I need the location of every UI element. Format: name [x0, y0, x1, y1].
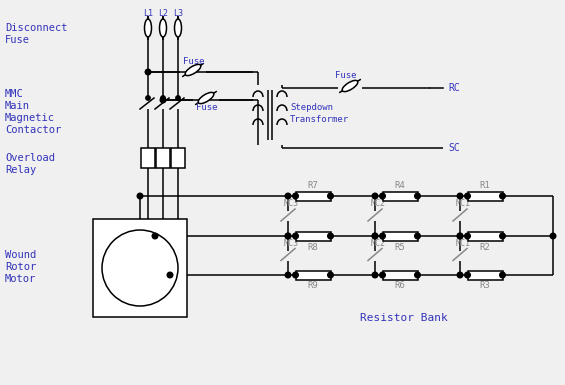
Circle shape: [415, 193, 420, 199]
Text: R5: R5: [394, 243, 405, 251]
Bar: [383, 191, 418, 201]
Ellipse shape: [175, 19, 181, 37]
Text: R3: R3: [480, 281, 490, 291]
Text: Main: Main: [5, 101, 30, 111]
Circle shape: [372, 233, 378, 239]
Text: Magnetic: Magnetic: [5, 113, 55, 123]
Bar: [467, 231, 502, 241]
Circle shape: [160, 97, 166, 103]
Text: MC2: MC2: [371, 239, 386, 248]
Text: Relay: Relay: [5, 165, 36, 175]
Text: R9: R9: [307, 281, 318, 291]
Text: Fuse: Fuse: [335, 72, 357, 80]
Circle shape: [457, 193, 463, 199]
Circle shape: [293, 193, 298, 199]
Bar: [467, 191, 502, 201]
Circle shape: [285, 233, 291, 239]
Circle shape: [415, 272, 420, 278]
Circle shape: [285, 233, 291, 239]
Circle shape: [102, 230, 178, 306]
Text: MC2: MC2: [371, 199, 386, 209]
Circle shape: [464, 272, 470, 278]
Circle shape: [457, 272, 463, 278]
Bar: [171, 148, 185, 168]
Text: Overload: Overload: [5, 153, 55, 163]
Text: Rotor: Rotor: [5, 262, 36, 272]
Bar: [383, 271, 418, 280]
Circle shape: [146, 96, 150, 100]
Text: MMC: MMC: [5, 89, 24, 99]
Text: Fuse: Fuse: [183, 57, 205, 65]
Circle shape: [464, 233, 470, 239]
Bar: [295, 231, 331, 241]
Text: Resistor Bank: Resistor Bank: [360, 313, 447, 323]
Bar: [141, 148, 155, 168]
Circle shape: [499, 233, 505, 239]
Text: Disconnect: Disconnect: [5, 23, 67, 33]
Text: MC3: MC3: [284, 239, 299, 248]
Text: 3~: 3~: [133, 271, 147, 283]
Text: Wound: Wound: [5, 250, 36, 260]
Ellipse shape: [159, 19, 167, 37]
Bar: [295, 191, 331, 201]
Text: M: M: [136, 254, 145, 270]
Text: RC: RC: [448, 83, 460, 93]
Circle shape: [293, 233, 298, 239]
Circle shape: [457, 233, 463, 239]
Text: Transformer: Transformer: [290, 114, 349, 124]
Circle shape: [464, 193, 470, 199]
Ellipse shape: [145, 19, 151, 37]
Circle shape: [145, 69, 151, 75]
Text: R6: R6: [394, 281, 405, 291]
Ellipse shape: [185, 64, 201, 75]
Text: MC3: MC3: [284, 199, 299, 209]
Text: R7: R7: [307, 181, 318, 189]
Circle shape: [137, 193, 143, 199]
Circle shape: [328, 233, 333, 239]
Text: Contactor: Contactor: [5, 125, 61, 135]
Circle shape: [285, 272, 291, 278]
Circle shape: [499, 193, 505, 199]
Circle shape: [499, 272, 505, 278]
Text: R8: R8: [307, 243, 318, 251]
Text: R4: R4: [394, 181, 405, 189]
Circle shape: [380, 272, 385, 278]
Text: L3: L3: [173, 9, 183, 18]
Bar: [156, 148, 170, 168]
Text: L2: L2: [158, 9, 168, 18]
Ellipse shape: [342, 80, 358, 92]
Circle shape: [167, 272, 173, 278]
Bar: [295, 271, 331, 280]
Circle shape: [372, 272, 378, 278]
Circle shape: [152, 233, 158, 239]
Circle shape: [293, 272, 298, 278]
Text: L1: L1: [143, 9, 153, 18]
Ellipse shape: [198, 92, 214, 104]
Text: Fuse: Fuse: [196, 104, 218, 112]
Circle shape: [176, 96, 180, 100]
Circle shape: [285, 193, 291, 199]
Bar: [93, 219, 187, 317]
Circle shape: [550, 233, 556, 239]
Circle shape: [372, 193, 378, 199]
Text: SC: SC: [448, 143, 460, 153]
Text: R1: R1: [480, 181, 490, 189]
Circle shape: [380, 193, 385, 199]
Text: MC1: MC1: [456, 239, 471, 248]
Circle shape: [457, 233, 463, 239]
Text: Fuse: Fuse: [5, 35, 30, 45]
Text: MC1: MC1: [456, 199, 471, 209]
Bar: [467, 271, 502, 280]
Circle shape: [328, 272, 333, 278]
Text: Motor: Motor: [5, 274, 36, 284]
Bar: [383, 231, 418, 241]
Circle shape: [161, 96, 165, 100]
Circle shape: [328, 193, 333, 199]
Circle shape: [415, 233, 420, 239]
Circle shape: [380, 233, 385, 239]
Text: Stepdown: Stepdown: [290, 102, 333, 112]
Text: R2: R2: [480, 243, 490, 251]
Circle shape: [372, 233, 378, 239]
